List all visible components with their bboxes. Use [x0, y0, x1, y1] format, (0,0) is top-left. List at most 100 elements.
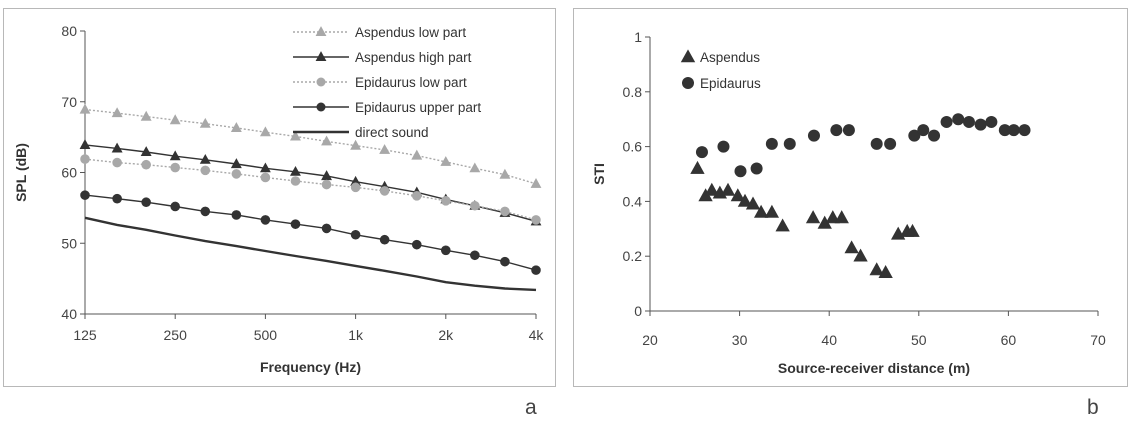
data-point [783, 137, 796, 150]
data-point [350, 182, 361, 193]
data-point [79, 139, 91, 149]
data-point [80, 154, 90, 164]
x-tick-label: 30 [732, 332, 748, 348]
data-point [734, 165, 747, 178]
legend-marker [315, 51, 327, 62]
data-point [1018, 124, 1031, 137]
data-point [231, 169, 242, 179]
data-point [290, 219, 301, 229]
data-point [834, 210, 849, 224]
x-tick-label: 40 [821, 332, 837, 348]
data-point [379, 186, 390, 196]
data-point [199, 117, 211, 128]
data-point [259, 126, 271, 137]
series-line [84, 144, 537, 222]
legend-item-epidaurus-low-part: Epidaurus low part [293, 75, 467, 90]
data-point [928, 129, 941, 142]
series-epidaurus-low-part [80, 154, 541, 225]
data-point [720, 182, 736, 196]
data-point [500, 256, 510, 267]
data-point [842, 124, 855, 137]
data-point [350, 139, 362, 150]
data-point [764, 204, 780, 218]
legend: Aspendus low part Aspendus high part Epida… [293, 25, 481, 140]
data-point [411, 149, 423, 160]
y-tick-label: 0.8 [623, 84, 643, 100]
data-point [469, 162, 481, 173]
data-point [170, 201, 180, 212]
x-tick-label: 250 [164, 327, 188, 343]
data-point [695, 146, 708, 159]
data-point [141, 159, 151, 170]
data-point [140, 146, 152, 156]
x-tick-label: 70 [1090, 332, 1106, 348]
legend-label: Aspendus low part [355, 25, 466, 40]
data-point [350, 229, 361, 240]
panel-label-a: a [525, 396, 537, 419]
data-point [844, 240, 859, 254]
y-tick-label: 0.2 [623, 248, 643, 264]
data-point [470, 200, 480, 211]
y-tick-label: 1 [634, 29, 642, 45]
data-point [878, 264, 893, 279]
legend: Aspendus Epidaurus [680, 49, 761, 91]
data-point [289, 130, 301, 141]
data-point [111, 142, 123, 153]
data-point [750, 162, 763, 175]
data-point [952, 113, 965, 126]
data-point [440, 196, 451, 206]
data-point [199, 153, 211, 164]
legend-label: Epidaurus [700, 76, 761, 91]
data-point [737, 193, 753, 207]
legend-item-epidaurus-upper-part: Epidaurus upper part [293, 100, 481, 115]
data-point [141, 197, 151, 208]
data-point [765, 137, 778, 150]
legend-item-aspendus-high-part: Aspendus high part [293, 50, 472, 65]
data-point [985, 115, 998, 128]
data-point [379, 144, 391, 154]
y-tick-label: 60 [61, 165, 77, 181]
series-line [84, 194, 537, 271]
data-point [411, 191, 422, 201]
series-line [84, 216, 537, 292]
legend-label: Aspendus high part [355, 50, 472, 65]
chart-panel-sti: 0 0.2 0.4 0.6 0.8 1 20 30 40 50 60 70 Source-receive… [573, 8, 1128, 387]
data-point [917, 124, 930, 137]
data-point [531, 265, 541, 275]
data-point [745, 196, 761, 210]
series-epidaurus-upper-part [80, 190, 541, 275]
y-axis-title: SPL (dB) [13, 143, 29, 202]
x-tick-label: 4k [529, 327, 545, 343]
y-axis-title: STI [591, 163, 607, 185]
y-tick-label: 80 [61, 23, 77, 39]
series-epidaurus [695, 113, 1031, 178]
data-point [940, 115, 953, 128]
legend-label: Aspendus [700, 50, 760, 65]
legend-marker [682, 77, 694, 89]
data-point [112, 157, 122, 168]
x-tick-label: 20 [642, 332, 658, 348]
series-aspendus [690, 160, 920, 279]
data-point [259, 162, 271, 173]
data-point [169, 150, 181, 161]
data-point [775, 218, 790, 232]
data-point [962, 115, 975, 128]
data-point [321, 179, 332, 190]
legend-marker [316, 77, 326, 87]
data-point [805, 210, 821, 224]
legend-marker [316, 102, 326, 112]
x-tick-label: 125 [73, 327, 97, 343]
data-point [440, 156, 452, 166]
data-point [411, 239, 422, 250]
data-point [260, 172, 271, 183]
x-tick-label: 60 [1001, 332, 1017, 348]
data-point [807, 129, 820, 142]
data-point [290, 176, 301, 186]
legend-item-direct-sound: direct sound [293, 125, 429, 140]
data-point [825, 210, 840, 224]
x-tick-label: 2k [438, 327, 454, 343]
legend-item-epidaurus: Epidaurus [682, 76, 761, 91]
data-point [908, 129, 921, 142]
sti-chart: 0 0.2 0.4 0.6 0.8 1 20 30 40 50 60 70 Source-receive… [591, 29, 1106, 376]
series-line [84, 108, 537, 185]
